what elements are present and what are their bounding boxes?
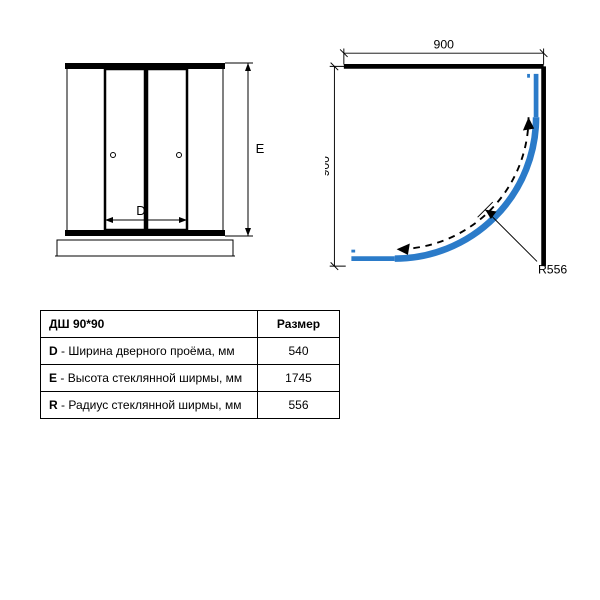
row-e-value: 1745 <box>258 365 340 392</box>
table-row: R - Радиус стеклянной ширмы, мм 556 <box>41 392 340 419</box>
plan-radius-label: R556 <box>538 263 567 277</box>
table-row: E - Высота стеклянной ширмы, мм 1745 <box>41 365 340 392</box>
dimensions-table: ДШ 90*90 Размер D - Ширина дверного проё… <box>40 310 340 419</box>
row-r-label: R - Радиус стеклянной ширмы, мм <box>41 392 258 419</box>
page: D E 900 900 <box>0 0 600 600</box>
row-d-label: D - Ширина дверного проёма, мм <box>41 338 258 365</box>
table-row: D - Ширина дверного проёма, мм 540 <box>41 338 340 365</box>
table-header-row: ДШ 90*90 Размер <box>41 311 340 338</box>
plan-side-dim: 900 <box>325 156 332 177</box>
table-header-size: Размер <box>258 311 340 338</box>
dim-d-label: D <box>136 203 145 218</box>
row-e-label: E - Высота стеклянной ширмы, мм <box>41 365 258 392</box>
plan-drawing: 900 900 <box>325 40 570 285</box>
table-header-model: ДШ 90*90 <box>41 311 258 338</box>
row-r-value: 556 <box>258 392 340 419</box>
plan-top-dim: 900 <box>434 40 455 51</box>
row-d-value: 540 <box>258 338 340 365</box>
elevation-drawing: D E <box>55 55 265 275</box>
dim-e-label: E <box>256 141 265 156</box>
